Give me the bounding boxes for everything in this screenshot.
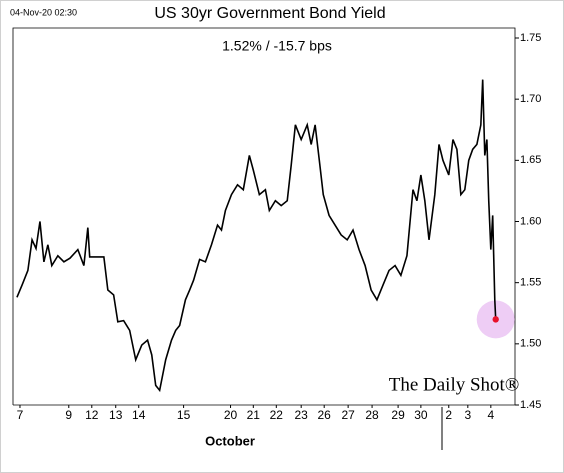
x-tick-label: 30 <box>414 408 428 422</box>
x-tick-label: 22 <box>270 408 284 422</box>
x-tick-label: 23 <box>295 408 309 422</box>
last-point <box>492 316 499 323</box>
x-axis-label: October <box>205 433 255 448</box>
x-tick-label: 15 <box>177 408 191 422</box>
y-tick-label: 1.55 <box>520 277 541 289</box>
x-tick-label: 28 <box>365 408 379 422</box>
y-tick-label: 1.60 <box>520 215 541 227</box>
x-tick-label: 27 <box>341 408 355 422</box>
x-tick-label: 3 <box>464 408 471 422</box>
y-tick-label: 1.50 <box>520 338 541 350</box>
chart-subtitle: 1.52% / -15.7 bps <box>222 38 332 54</box>
x-tick-label: 2 <box>445 408 452 422</box>
watermark: The Daily Shot® <box>389 374 520 395</box>
x-tick-label: 29 <box>391 408 405 422</box>
y-tick-label: 1.70 <box>520 93 541 105</box>
x-tick-label: 7 <box>17 408 24 422</box>
x-tick-label: 26 <box>318 408 332 422</box>
y-tick-label: 1.75 <box>520 32 541 44</box>
y-tick-label: 1.65 <box>520 154 541 166</box>
x-tick-label: 4 <box>487 408 494 422</box>
x-tick-label: 20 <box>224 408 238 422</box>
x-tick-label: 14 <box>132 408 146 422</box>
line <box>16 79 497 393</box>
plot-frame <box>12 27 516 405</box>
x-tick-label: 21 <box>247 408 261 422</box>
x-tick-label: 9 <box>65 408 72 422</box>
x-tick-label: 12 <box>85 408 99 422</box>
timestamp: 04-Nov-20 02:30 <box>10 7 77 17</box>
chart-title: US 30yr Government Bond Yield <box>154 5 385 22</box>
x-tick-label: 13 <box>109 408 123 422</box>
y-tick-label: 1.45 <box>520 399 541 411</box>
